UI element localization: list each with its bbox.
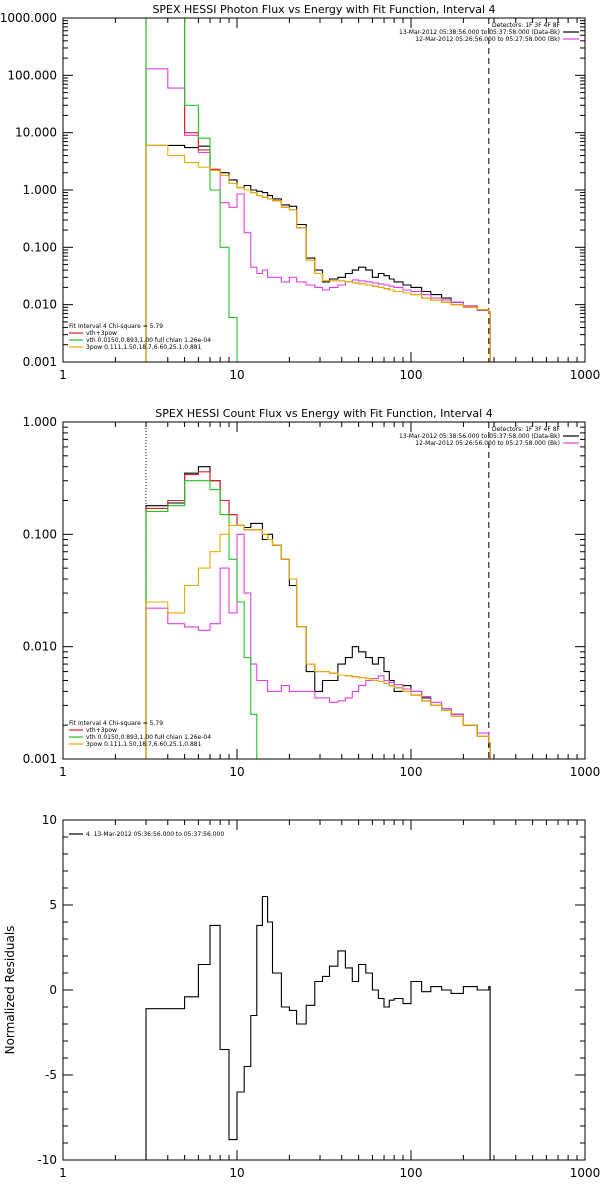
x-tick-label: 1000 bbox=[570, 765, 600, 779]
x-tick-label: 100 bbox=[400, 1166, 423, 1180]
legend-right-label: 13-Mar-2012 05:38:56.000 to 05:37:58.000… bbox=[399, 29, 560, 36]
legend-left-label: vth+3pow bbox=[86, 330, 117, 337]
legend-right-label: Detectors: 1F 3F 4F 8F bbox=[492, 22, 561, 29]
legend-title: Fit Interval 4 Chi-square = 5.79 bbox=[69, 720, 163, 727]
y-tick-label: 0 bbox=[49, 983, 57, 997]
series-line-background bbox=[145, 68, 491, 362]
legend-left-label: vth 0.0150,0.893,1.00 full chian 1.26e-0… bbox=[86, 734, 211, 741]
series-line-vth_3pow bbox=[145, 471, 491, 759]
y-tick-label: 0.010 bbox=[23, 640, 57, 654]
y-tick-label: -10 bbox=[37, 1153, 57, 1167]
y-tick-label: 10 bbox=[42, 813, 57, 827]
x-tick-label: 10 bbox=[229, 1166, 244, 1180]
y-tick-label: 0.100 bbox=[23, 527, 57, 541]
y-tick-label: 1.000 bbox=[23, 415, 57, 429]
y-tick-label: 0.001 bbox=[23, 355, 57, 369]
x-tick-label: 10 bbox=[229, 765, 244, 779]
plot-frame bbox=[62, 17, 586, 363]
y-tick-label: 0.001 bbox=[23, 752, 57, 766]
legend-right-label: 12-Mar-2012 05:26:56.000 to 05:27:58.000… bbox=[415, 440, 560, 447]
series-line-data bbox=[145, 144, 491, 362]
series-line-residuals bbox=[145, 895, 491, 1160]
y-tick-label: 10.000 bbox=[15, 126, 57, 140]
chart-title: SPEX HESSI Count Flux vs Energy with Fit… bbox=[155, 407, 492, 420]
x-tick-label: 100 bbox=[400, 368, 423, 382]
series-line-background bbox=[145, 533, 491, 759]
chart-panel-1: SPEX HESSI Photon Flux vs Energy with Fi… bbox=[0, 3, 600, 382]
series-line-vth_3pow bbox=[145, 18, 491, 362]
legend-title: Fit Interval 4 Chi-square = 5.79 bbox=[69, 323, 163, 330]
series-line-vth bbox=[145, 18, 258, 362]
plot-frame bbox=[62, 819, 586, 1161]
legend-left-label: vth+3pow bbox=[86, 727, 117, 734]
legend-left-label: 3pow 0.111,1.50,18.7,6.60,25.1,0.881 bbox=[86, 344, 202, 351]
y-tick-label: 1.000 bbox=[23, 183, 57, 197]
legend-left-label: vth 0.0150,0.893,1.00 full chian 1.26e-0… bbox=[86, 337, 211, 344]
legend-right-label: Detectors: 1F 3F 4F 8F bbox=[492, 426, 561, 433]
chart-panel-2: SPEX HESSI Count Flux vs Energy with Fit… bbox=[23, 407, 600, 779]
legend-left-label: 4. 13-Mar-2012 05:36:56.000 to 05:37:56.… bbox=[86, 831, 224, 838]
series-line-data bbox=[145, 466, 491, 759]
x-tick-label: 10 bbox=[229, 368, 244, 382]
y-axis-label: Normalized Residuals bbox=[3, 926, 17, 1055]
series-line-3pow bbox=[145, 524, 491, 759]
y-tick-label: -5 bbox=[45, 1068, 57, 1082]
y-tick-label: 1000.000 bbox=[0, 11, 57, 25]
x-tick-label: 1 bbox=[59, 1166, 67, 1180]
y-tick-label: 0.100 bbox=[23, 240, 57, 254]
series-line-3pow bbox=[145, 144, 491, 362]
legend-left-label: 3pow 0.111,1.50,18.7,6.60,25.1,0.881 bbox=[86, 741, 202, 748]
legend-right-label: 13-Mar-2012 05:38:56.000 to 05:37:58.000… bbox=[399, 433, 560, 440]
chart-panel-3: Normalized Residuals 1 10 100 1000 -10 -5 0 5 10 4… bbox=[3, 813, 600, 1180]
series-line-vth bbox=[145, 480, 264, 759]
x-tick-label: 1000 bbox=[570, 1166, 600, 1180]
x-tick-label: 1 bbox=[59, 765, 67, 779]
x-tick-label: 1000 bbox=[570, 368, 600, 382]
legend-right-label: 12-Mar-2012 05:26:56.000 to 05:27:58.000… bbox=[415, 36, 560, 43]
plot-frame bbox=[62, 421, 586, 760]
y-tick-label: 100.000 bbox=[7, 68, 57, 82]
y-tick-label: 0.010 bbox=[23, 298, 57, 312]
x-tick-label: 100 bbox=[400, 765, 423, 779]
x-tick-label: 1 bbox=[59, 368, 67, 382]
chart-title: SPEX HESSI Photon Flux vs Energy with Fi… bbox=[152, 3, 495, 16]
y-tick-label: 5 bbox=[49, 898, 57, 912]
